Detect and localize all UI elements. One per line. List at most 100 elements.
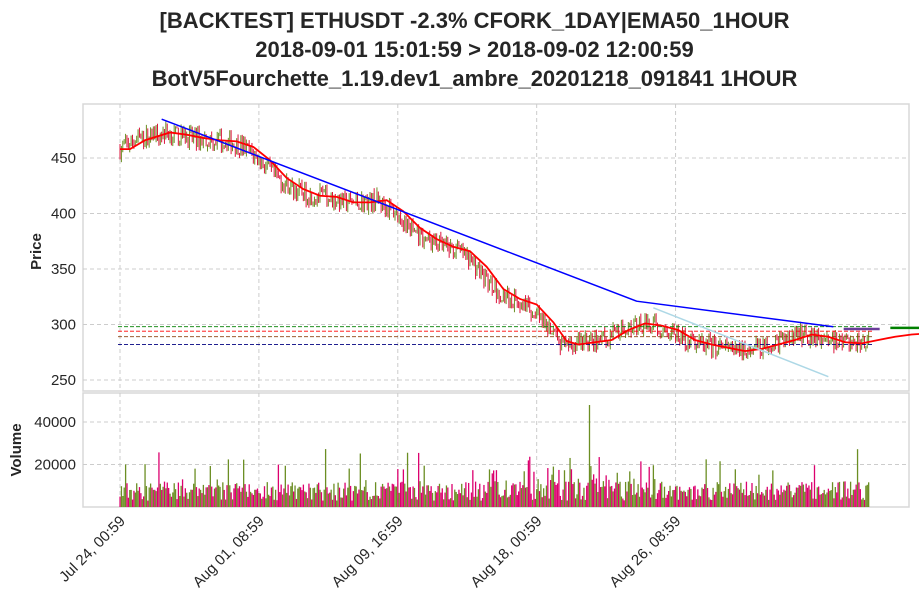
volume-bar — [374, 482, 377, 507]
volume-bar — [513, 484, 516, 507]
price-panel-frame — [82, 103, 910, 392]
volume-bar — [280, 484, 282, 507]
volume-bar — [436, 492, 438, 507]
volume-bar — [769, 489, 771, 507]
volume-bar — [165, 488, 167, 507]
volume-bar — [190, 489, 192, 507]
volume-bar — [169, 493, 171, 507]
volume-bar — [661, 481, 663, 507]
volume-bar — [677, 499, 680, 507]
volume-bar — [801, 482, 803, 507]
volume-bar — [541, 497, 543, 507]
volume-bar — [680, 490, 682, 507]
volume-bar — [140, 493, 142, 507]
volume-bar — [597, 491, 599, 507]
volume-bar — [674, 486, 677, 507]
volume-bar — [799, 485, 802, 507]
volume-bar — [172, 492, 174, 507]
volume-bar — [391, 483, 393, 507]
volume-bar — [151, 487, 153, 507]
volume-bar — [681, 491, 684, 507]
volume-bar — [758, 474, 760, 507]
x-tick-label: Aug 09, 16:59 — [329, 513, 407, 591]
volume-bar — [137, 490, 139, 507]
volume-bar — [780, 485, 782, 507]
volume-bar — [330, 489, 332, 507]
volume-bar — [809, 489, 811, 507]
volume-bar — [288, 495, 291, 507]
volume-bar — [698, 495, 700, 507]
volume-bar — [763, 495, 766, 507]
volume-axis-label: Volume — [8, 423, 25, 476]
volume-bar — [166, 482, 168, 507]
volume-bar — [511, 485, 513, 507]
volume-bar — [709, 499, 711, 507]
volume-bar — [131, 499, 134, 507]
volume-bar — [170, 496, 173, 507]
volume-bar — [363, 486, 366, 507]
volume-bar — [658, 489, 660, 507]
volume-bar — [372, 495, 374, 507]
volume-bar — [866, 484, 868, 507]
volume-bar — [694, 485, 696, 507]
volume-bar — [338, 487, 341, 507]
volume-bar — [580, 499, 582, 507]
volume-bar — [306, 498, 309, 507]
volume-bar — [130, 489, 132, 507]
volume-bar — [666, 494, 668, 507]
volume-bar — [820, 494, 823, 507]
volume-bar — [319, 489, 321, 507]
volume-bar — [426, 485, 428, 507]
volume-bar — [366, 492, 368, 507]
volume-bar — [377, 496, 380, 507]
volume-bar — [418, 452, 420, 507]
volume-bar — [424, 494, 427, 507]
volume-bar — [349, 485, 352, 507]
volume-bar — [430, 486, 432, 507]
volume-bar — [838, 481, 841, 507]
volume-bar — [644, 492, 646, 507]
volume-bar — [148, 487, 150, 507]
volume-bar — [823, 489, 825, 507]
volume-bar — [822, 493, 824, 507]
volume-bar — [272, 486, 274, 507]
volume-bar — [229, 485, 231, 507]
volume-bar — [813, 465, 816, 507]
volume-bar — [556, 483, 559, 507]
volume-bar — [841, 497, 843, 507]
price-tick-label: 300 — [51, 317, 76, 334]
volume-bar — [233, 488, 235, 507]
volume-bar — [863, 499, 866, 507]
volume-bar — [749, 490, 752, 507]
volume-bar — [495, 470, 498, 507]
volume-bar — [244, 484, 246, 507]
volume-bar — [847, 488, 849, 507]
volume-bar — [476, 496, 478, 507]
volume-bar — [408, 487, 410, 507]
volume-bar — [759, 494, 761, 507]
volume-bar — [555, 484, 557, 507]
volume-bar — [690, 488, 692, 507]
volume-bar — [452, 500, 455, 507]
volume-bar — [530, 493, 532, 507]
volume-bar — [733, 483, 735, 507]
volume-bar — [138, 487, 141, 507]
volume-bar — [258, 493, 260, 507]
volume-bar — [806, 487, 809, 507]
volume-bar — [731, 494, 734, 507]
volume-bar — [401, 481, 403, 507]
volume-bar — [294, 485, 296, 507]
volume-bar — [434, 491, 436, 507]
volume-bar — [161, 489, 163, 507]
volume-bar — [574, 498, 577, 507]
volume-bar — [490, 486, 492, 507]
volume-bar — [254, 489, 256, 507]
volume-bar — [868, 482, 870, 507]
volume-bar — [509, 494, 511, 507]
volume-bar — [845, 496, 848, 507]
ema-line — [120, 131, 919, 353]
volume-bar — [415, 497, 417, 507]
volume-bar — [702, 488, 705, 507]
volume-bar — [226, 485, 228, 507]
volume-bar — [261, 498, 263, 507]
